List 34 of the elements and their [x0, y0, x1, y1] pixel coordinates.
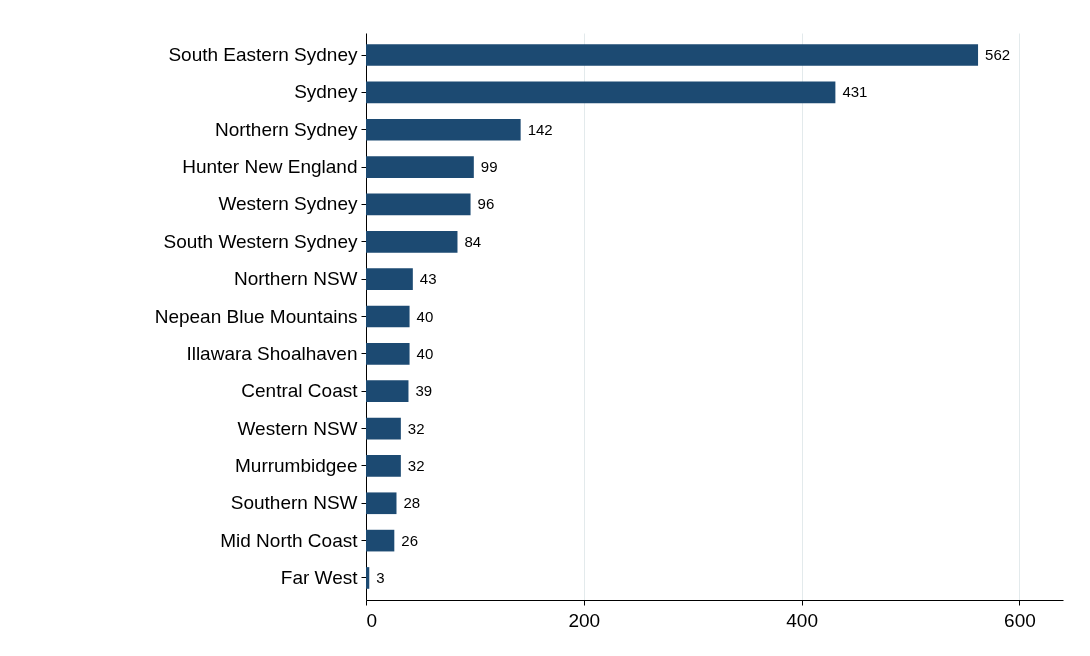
data-label: 32 [407, 419, 425, 437]
data-label: 96 [477, 195, 495, 213]
x-tick-label: 200 [568, 609, 601, 631]
y-tick-label: Illawara Shoalhaven [186, 342, 358, 364]
data-label: 84 [464, 232, 482, 250]
data-label: 99 [480, 158, 498, 176]
data-label: 40 [416, 344, 434, 362]
y-tick-label: Nepean Blue Mountains [154, 305, 358, 327]
data-label: 3 [376, 568, 385, 586]
x-tick-label: 400 [786, 609, 818, 631]
y-tick-label: Western NSW [237, 417, 358, 439]
data-label: 40 [416, 307, 434, 325]
y-tick-label: Murrumbidgee [235, 454, 358, 476]
data-label: 28 [403, 494, 421, 512]
y-tick-label: Hunter New England [182, 156, 358, 178]
y-tick-label: Sydney [294, 81, 358, 103]
data-label: 562 [985, 46, 1011, 64]
data-label: 39 [415, 382, 433, 400]
y-tick-label: Central Coast [241, 380, 359, 402]
data-label: 32 [407, 456, 425, 474]
y-tick-label: Northern NSW [233, 268, 358, 290]
data-label: 26 [401, 531, 418, 549]
x-tick-label: 600 [1004, 609, 1036, 631]
y-tick-label: Mid North Coast [220, 529, 359, 551]
y-tick-label: Western Sydney [218, 193, 358, 215]
y-tick-label: South Western Sydney [163, 230, 358, 252]
y-tick-label: Northern Sydney [214, 118, 358, 140]
x-tick-label: 0 [366, 609, 378, 631]
data-label: 142 [527, 120, 553, 138]
y-tick-label: South Eastern Sydney [168, 44, 358, 66]
y-tick-label: Far West [280, 566, 359, 588]
y-tick-label: Southern NSW [230, 492, 358, 514]
data-label: 431 [842, 83, 868, 101]
data-label: 43 [419, 270, 437, 288]
